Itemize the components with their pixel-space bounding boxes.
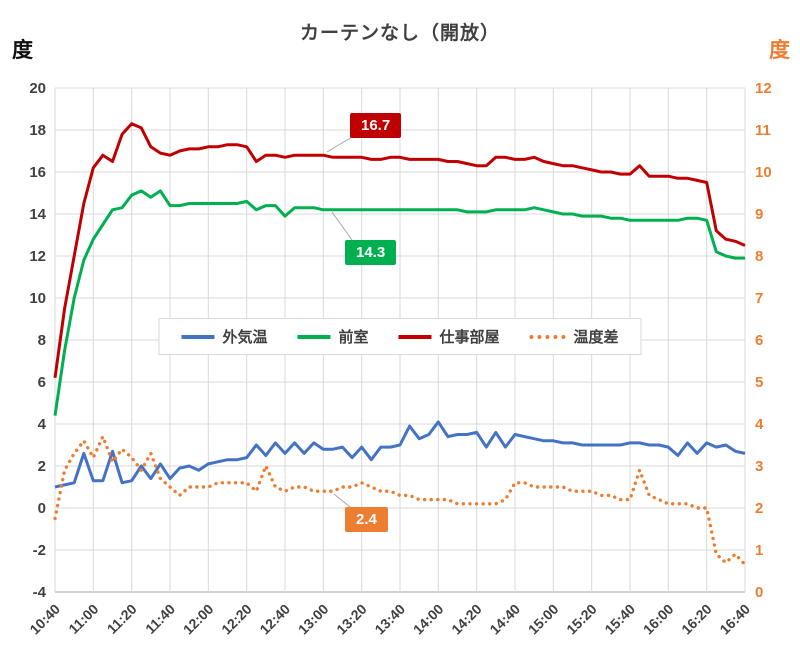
y-left-tick-label: 10 [29,290,46,307]
x-axis-label: 14:40 [486,601,523,638]
data-label-temp-difference: 2.4 [345,507,388,533]
legend-label: 外気温 [222,329,268,346]
line-swatch-icon [398,334,432,339]
y-right-tick-label: 3 [755,458,763,475]
x-axis-label: 16:20 [678,601,715,638]
y-left-tick-label: 8 [38,332,46,349]
x-axis-label: 14:20 [448,601,485,638]
y-right-tick-label: 10 [755,164,772,181]
y-left-tick-label: 20 [29,80,46,97]
x-axis-label: 13:40 [371,601,408,638]
y-left-tick-label: -4 [33,584,47,601]
x-axis-label: 11:00 [65,601,101,637]
x-axis-label: 15:20 [563,601,600,638]
legend-item-outdoor-temp: 外気温 [181,326,267,347]
y-left-tick-label: 16 [29,164,46,181]
x-axis-label: 11:40 [142,601,178,637]
x-axis-label: 13:00 [295,601,332,638]
line-swatch-icon [181,334,215,339]
legend-item-anteroom: 前室 [297,326,369,347]
right-axis-unit: 度 [769,39,790,62]
y-right-tick-label: 11 [755,122,771,139]
legend-item-temp-difference: 温度差 [529,326,619,347]
y-right-tick-label: 9 [755,206,763,223]
legend: 外気温 前室 仕事部屋 温度差 [158,318,642,355]
x-axis-label: 14:00 [410,601,447,638]
series-line-outdoor-temp [54,420,746,489]
y-right-tick-label: 2 [755,500,763,517]
data-label-anteroom: 14.3 [345,240,397,266]
left-axis-unit: 度 [12,39,33,62]
y-left-tick-label: 0 [38,500,46,517]
x-axis-label: 12:20 [218,601,255,638]
x-axis-label: 15:00 [525,601,562,638]
annotation-leader-line [333,493,351,508]
annotation-leader-line [331,211,353,241]
y-right-tick-label: 0 [755,584,763,601]
x-axis-label: 12:40 [256,601,293,638]
y-right-tick-label: 7 [755,290,763,307]
y-right-tick-label: 1 [755,542,763,559]
annotation-leader-line [326,136,353,153]
legend-item-work-room: 仕事部屋 [398,326,500,347]
y-right-tick-label: 5 [755,374,763,391]
legend-label: 仕事部屋 [439,329,500,346]
y-right-tick-label: 4 [755,416,764,433]
x-axis-label: 12:00 [180,601,217,638]
line-swatch-icon [297,334,331,339]
x-axis-label: 16:40 [716,601,753,638]
y-right-tick-label: 6 [755,332,763,349]
x-axis-label: 16:00 [640,601,677,638]
dotted-line-swatch-icon [529,334,566,339]
legend-label: 前室 [338,329,369,346]
y-left-tick-label: 6 [38,374,46,391]
x-axis-label: 10:40 [26,601,63,638]
chart-title: カーテンなし（開放） [299,23,500,44]
y-left-tick-label: 2 [38,458,46,475]
x-axis-label: 11:20 [104,601,140,637]
data-label-work-room: 16.7 [350,113,402,139]
x-axis-label: 13:20 [333,601,370,638]
legend-label: 温度差 [573,329,619,346]
series-line-work-room [53,122,746,379]
y-right-tick-label: 8 [755,248,763,265]
y-left-tick-label: -2 [33,542,46,559]
y-left-tick-label: 4 [38,416,47,433]
x-axis-label: 15:40 [601,601,638,638]
series-line-temp-difference [53,434,747,567]
y-right-tick-label: 12 [755,80,772,97]
series-line-anteroom [53,189,745,416]
y-left-tick-label: 12 [29,248,46,265]
y-left-tick-label: 14 [29,206,46,223]
y-left-tick-label: 18 [29,122,46,139]
